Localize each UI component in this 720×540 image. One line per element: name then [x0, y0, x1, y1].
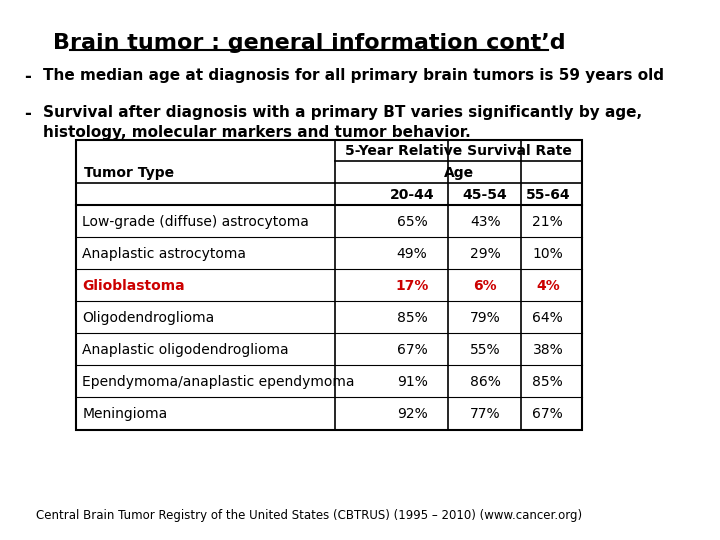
- Text: Anaplastic oligodendroglioma: Anaplastic oligodendroglioma: [82, 343, 289, 357]
- Text: 86%: 86%: [469, 375, 500, 389]
- Text: 55-64: 55-64: [526, 188, 570, 202]
- Text: 92%: 92%: [397, 407, 428, 421]
- Text: 29%: 29%: [469, 247, 500, 261]
- Text: histology, molecular markers and tumor behavior.: histology, molecular markers and tumor b…: [43, 125, 471, 140]
- Text: 65%: 65%: [397, 215, 428, 229]
- Text: 5-Year Relative Survival Rate: 5-Year Relative Survival Rate: [345, 144, 572, 158]
- Text: 21%: 21%: [533, 215, 563, 229]
- Text: -: -: [24, 105, 31, 123]
- Text: Low-grade (diffuse) astrocytoma: Low-grade (diffuse) astrocytoma: [82, 215, 310, 229]
- Text: Tumor Type: Tumor Type: [84, 166, 174, 180]
- Text: 85%: 85%: [397, 311, 428, 325]
- Text: 49%: 49%: [397, 247, 428, 261]
- Text: 4%: 4%: [536, 279, 559, 293]
- Text: Glioblastoma: Glioblastoma: [82, 279, 185, 293]
- Text: Ependymoma/anaplastic ependymoma: Ependymoma/anaplastic ependymoma: [82, 375, 355, 389]
- Bar: [76, 140, 582, 430]
- Text: 67%: 67%: [533, 407, 563, 421]
- Text: 45-54: 45-54: [463, 188, 508, 202]
- Text: Central Brain Tumor Registry of the United States (CBTRUS) (1995 – 2010) (www.ca: Central Brain Tumor Registry of the Unit…: [36, 509, 582, 522]
- Text: 91%: 91%: [397, 375, 428, 389]
- Text: 20-44: 20-44: [390, 188, 434, 202]
- Text: 38%: 38%: [533, 343, 563, 357]
- Text: 85%: 85%: [533, 375, 563, 389]
- Text: 6%: 6%: [473, 279, 497, 293]
- Text: Anaplastic astrocytoma: Anaplastic astrocytoma: [82, 247, 246, 261]
- Text: 43%: 43%: [470, 215, 500, 229]
- Text: 17%: 17%: [395, 279, 429, 293]
- Text: Brain tumor : general information cont’d: Brain tumor : general information cont’d: [53, 33, 565, 53]
- Text: 55%: 55%: [470, 343, 500, 357]
- Text: -: -: [24, 68, 31, 86]
- Text: Survival after diagnosis with a primary BT varies significantly by age,: Survival after diagnosis with a primary …: [43, 105, 642, 120]
- Text: 79%: 79%: [469, 311, 500, 325]
- Text: Meningioma: Meningioma: [82, 407, 168, 421]
- Text: Oligodendroglioma: Oligodendroglioma: [82, 311, 215, 325]
- Text: 67%: 67%: [397, 343, 428, 357]
- Text: The median age at diagnosis for all primary brain tumors is 59 years old: The median age at diagnosis for all prim…: [43, 68, 664, 83]
- Text: 77%: 77%: [470, 407, 500, 421]
- Text: 10%: 10%: [533, 247, 563, 261]
- Text: 64%: 64%: [533, 311, 563, 325]
- Text: Age: Age: [444, 166, 474, 180]
